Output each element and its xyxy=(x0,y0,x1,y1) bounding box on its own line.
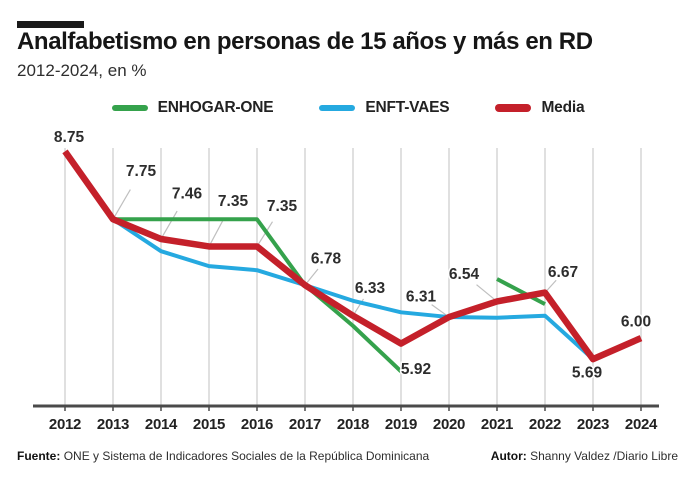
x-axis-label-2022: 2022 xyxy=(529,416,561,433)
data-label-2023: 5.69 xyxy=(572,365,603,382)
legend-swatch-enhogar-one xyxy=(111,105,148,111)
x-axis-label-2023: 2023 xyxy=(577,416,609,433)
legend-swatch-enft-vaes xyxy=(319,105,356,111)
chart-subtitle: 2012-2024, en % xyxy=(17,61,147,80)
data-label-2013: 7.75 xyxy=(126,163,157,180)
x-axis-label-2017: 2017 xyxy=(289,416,321,433)
kicker-bar xyxy=(17,21,84,28)
x-axis-label-2016: 2016 xyxy=(241,416,273,433)
legend-label-enhogar-one: ENHOGAR-ONE xyxy=(157,99,274,116)
source-text: ONE y Sistema de Indicadores Sociales de… xyxy=(63,449,430,463)
leader-line-2014 xyxy=(160,210,178,240)
source-label: Fuente: xyxy=(17,449,61,463)
x-axis-label-2019: 2019 xyxy=(385,416,417,433)
data-label-2022: 6.67 xyxy=(548,264,578,281)
x-axis-label-2012: 2012 xyxy=(49,416,81,433)
x-axis-label-2021: 2021 xyxy=(481,416,513,433)
legend-label-enft-vaes: ENFT-VAES xyxy=(365,99,450,116)
x-axis-label-2024: 2024 xyxy=(625,416,658,433)
data-label-2024: 6.00 xyxy=(621,314,651,331)
author-text: Shanny Valdez /Diario Libre xyxy=(530,449,678,463)
leader-line-2021 xyxy=(476,284,498,302)
source-note: Fuente: ONE y Sistema de Indicadores Soc… xyxy=(17,449,429,463)
legend-item-enhogar-one: ENHOGAR-ONE xyxy=(111,99,274,117)
x-axis-label-2014: 2014 xyxy=(145,416,178,433)
data-label-2014: 7.46 xyxy=(172,185,203,202)
data-label-2015: 7.35 xyxy=(218,193,249,210)
leader-line-2016 xyxy=(256,221,274,247)
data-label-2012: 8.75 xyxy=(54,129,85,146)
data-label-2018: 6.33 xyxy=(355,280,386,297)
series-line-enhogar-one xyxy=(496,277,546,306)
author-note: Autor: Shanny Valdez /Diario Libre xyxy=(491,449,678,463)
legend-swatch-media xyxy=(495,104,532,112)
legend: ENHOGAR-ONE ENFT-VAES Media xyxy=(0,99,696,117)
chart-title: Analfabetismo en personas de 15 años y m… xyxy=(17,28,593,55)
x-axis-label-2018: 2018 xyxy=(337,416,369,433)
data-label-2019: 5.92 xyxy=(401,361,431,378)
data-label-2017: 6.78 xyxy=(311,251,342,268)
data-label-2016: 7.35 xyxy=(267,198,298,215)
legend-label-media: Media xyxy=(541,99,585,116)
data-label-2020: 6.31 xyxy=(406,289,437,306)
legend-item-enft-vaes: ENFT-VAES xyxy=(319,99,450,117)
x-axis-label-2020: 2020 xyxy=(433,416,465,433)
author-label: Autor: xyxy=(490,449,527,463)
leader-line-2015 xyxy=(208,218,225,247)
data-label-2021: 6.54 xyxy=(449,266,480,283)
leader-line-2017 xyxy=(304,268,319,286)
series-line-enhogar-one xyxy=(113,217,403,373)
x-axis-label-2013: 2013 xyxy=(97,416,129,433)
series-line-media xyxy=(62,149,643,363)
x-axis-label-2015: 2015 xyxy=(193,416,225,433)
series-line-enft-vaes xyxy=(111,217,595,361)
leader-line-2013 xyxy=(112,189,131,220)
legend-item-media: Media xyxy=(495,99,585,117)
